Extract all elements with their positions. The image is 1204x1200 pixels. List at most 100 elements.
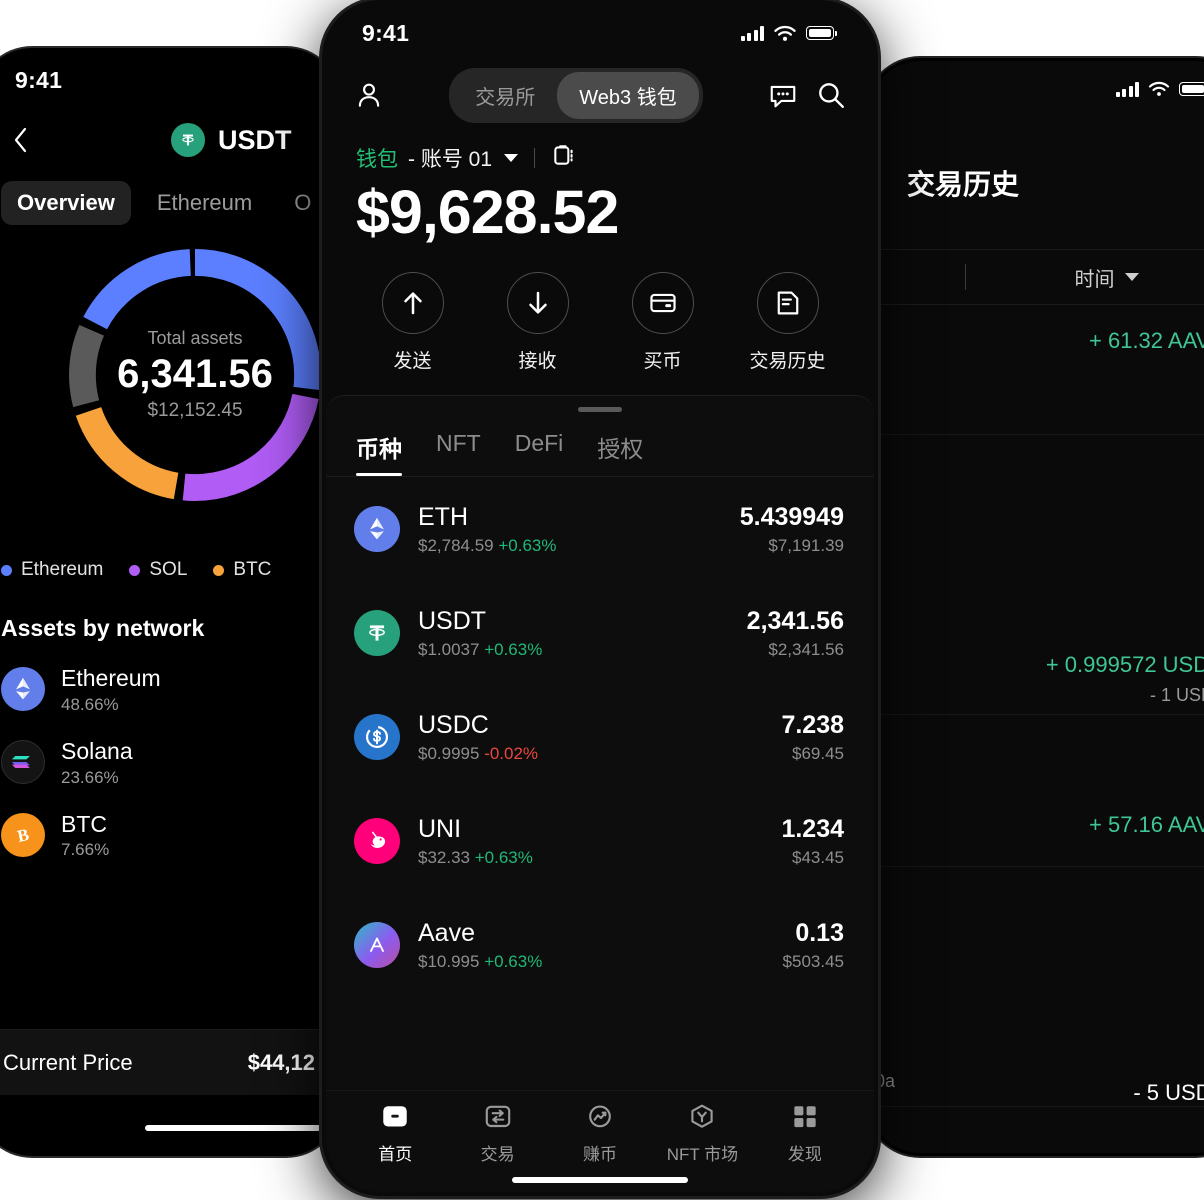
filter-time-label: 时间 (1074, 268, 1115, 291)
right-phone-screen: 交易历史 时间 + 61.32 AAVE + 0.999572 USDC - 1… (869, 61, 1204, 1153)
transaction-row[interactable]: + 0.999572 USDC - 1 USDT (869, 435, 1204, 715)
legend-item-btc: BTC (213, 559, 271, 581)
token-change: +0.63% (498, 536, 557, 556)
action-send[interactable]: 发送 (350, 272, 475, 373)
total-balance: $9,628.52 (356, 178, 619, 246)
solana-glyph-icon (11, 756, 30, 769)
token-row-usdc[interactable]: USDC $0.9995 -0.02% 7.238 $69.45 (326, 685, 874, 789)
filter-time-control[interactable]: 时间 (966, 263, 1204, 292)
sheet-drag-handle[interactable] (578, 407, 622, 413)
chat-button[interactable] (766, 78, 800, 112)
wallet-balance-block: 钱包 - 账号 01 $9,628.52 (326, 128, 874, 246)
token-price: $1.0037 (418, 640, 480, 660)
back-button[interactable] (3, 123, 37, 157)
token-amount: 7.238 (781, 711, 844, 740)
ethereum-icon (354, 506, 400, 553)
nav-home-label: 首页 (378, 1145, 413, 1164)
nav-trade[interactable]: 交易 (446, 1103, 548, 1171)
credit-card-icon (631, 272, 694, 335)
nav-discover[interactable]: 发现 (754, 1103, 856, 1171)
tab-coins[interactable]: 币种 (356, 430, 402, 477)
network-row-solana[interactable]: Solana 23.66% (0, 715, 337, 788)
center-top-nav: 交易所 Web3 钱包 (326, 62, 874, 128)
usdc-icon (354, 714, 400, 761)
bitcoin-glyph-icon: B (16, 825, 31, 846)
account-selector[interactable]: 钱包 - 账号 01 (356, 142, 844, 174)
current-price-bar: Current Price $44,12 (0, 1029, 337, 1095)
token-row-usdt[interactable]: USDT $1.0037 +0.63% 2,341.56 $2,341.56 (326, 581, 874, 685)
network-name-solana: Solana (61, 737, 133, 764)
status-system-icons (1115, 81, 1204, 97)
donut-center-label: Total assets (147, 328, 243, 348)
status-system-icons (740, 25, 837, 42)
token-fiat-value: $2,341.56 (768, 640, 844, 660)
aave-icon (354, 922, 400, 969)
transaction-list: + 61.32 AAVE + 0.999572 USDC - 1 USDT + … (869, 305, 1204, 1153)
tab-overview[interactable]: Overview (1, 181, 131, 225)
token-row-eth[interactable]: ETH $2,784.59 +0.63% 5.439949 $7,191.39 (326, 477, 874, 581)
filter-type-control[interactable] (869, 273, 965, 281)
transaction-row[interactable]: + 57.16 AAVE (869, 715, 1204, 867)
donut-center-labels: Total assets 6,341.56 $12,152.45 (61, 241, 329, 509)
segment-exchange[interactable]: 交易所 (453, 72, 557, 119)
transaction-row[interactable]: + 61.32 AAVE (869, 305, 1204, 435)
usdt-icon (354, 610, 400, 657)
search-button[interactable] (814, 78, 848, 112)
legend-dot-sol (129, 564, 141, 576)
donut-seg-sol (69, 249, 321, 501)
home-indicator (145, 1125, 321, 1131)
transaction-amount: - 5 USDT (1133, 1080, 1204, 1105)
action-history-label: 交易历史 (749, 351, 826, 373)
tether-glyph-icon (369, 625, 385, 641)
status-clock: 9:41 (15, 66, 63, 93)
network-pct-btc: 7.66% (61, 840, 110, 860)
tab-other[interactable]: O (278, 181, 327, 225)
ethereum-icon (1, 667, 45, 712)
center-phone-device: 9:41 (322, 0, 878, 1196)
action-receive[interactable]: 接收 (475, 272, 600, 373)
token-subline: $1.0037 +0.63% (418, 640, 729, 660)
network-row-ethereum[interactable]: Ethereum 48.66% (0, 642, 337, 715)
tether-glyph-icon (182, 134, 194, 146)
nav-earn[interactable]: 赚币 (549, 1103, 651, 1171)
tab-nft[interactable]: NFT (436, 430, 481, 476)
profile-button[interactable] (352, 78, 386, 112)
tab-approvals-label: 授权 (597, 436, 644, 463)
solana-icon (1, 740, 45, 785)
token-price: $32.33 (418, 848, 470, 868)
transaction-row[interactable]: + 5 USDT ba86 (869, 1107, 1204, 1153)
earn-icon (589, 1105, 611, 1128)
tab-ethereum[interactable]: Ethereum (141, 181, 268, 225)
token-row-aave[interactable]: Aave $10.995 +0.63% 0.13 $503.45 (326, 893, 874, 997)
home-indicator (512, 1177, 688, 1183)
transaction-amount: + 57.16 AAVE (1089, 812, 1204, 837)
tab-approvals[interactable]: 授权 (597, 430, 643, 476)
network-row-btc[interactable]: B BTC 7.66% (0, 788, 337, 861)
copy-address-button[interactable] (551, 142, 577, 174)
action-buy-label: 买币 (643, 351, 682, 373)
current-price-label: Current Price (3, 1049, 133, 1075)
assets-tab-bar: 币种 NFT DeFi 授权 (326, 412, 874, 477)
tab-defi[interactable]: DeFi (515, 430, 564, 476)
token-row-uni[interactable]: UNI $32.33 +0.63% 1.234 $43.45 (326, 789, 874, 893)
arrow-up-icon (381, 272, 444, 335)
segment-web3-wallet[interactable]: Web3 钱包 (557, 71, 699, 119)
nav-home[interactable]: 首页 (344, 1103, 446, 1171)
wallet-actions: 发送 接收 (326, 246, 874, 395)
exchange-wallet-toggle: 交易所 Web3 钱包 (449, 67, 703, 123)
token-change: +0.63% (484, 952, 543, 972)
arrow-down-icon (506, 272, 569, 335)
action-history[interactable]: 交易历史 (725, 272, 850, 373)
credit-card-glyph-icon (649, 294, 676, 313)
transaction-row[interactable]: - 5 USDT 0a (869, 867, 1204, 1107)
nav-nft-market[interactable]: NFT 市场 (651, 1103, 753, 1171)
left-title-text: USDT (218, 124, 292, 155)
copy-icon (554, 145, 573, 165)
token-symbol: Aave (418, 919, 475, 948)
unicorn-glyph-icon (370, 831, 386, 849)
usdc-glyph-icon (365, 726, 389, 749)
legend-dot-ethereum (1, 564, 12, 576)
donut-center-sub: $12,152.45 (147, 400, 243, 421)
action-buy[interactable]: 买币 (600, 272, 725, 373)
cellular-signal-icon (740, 25, 764, 41)
